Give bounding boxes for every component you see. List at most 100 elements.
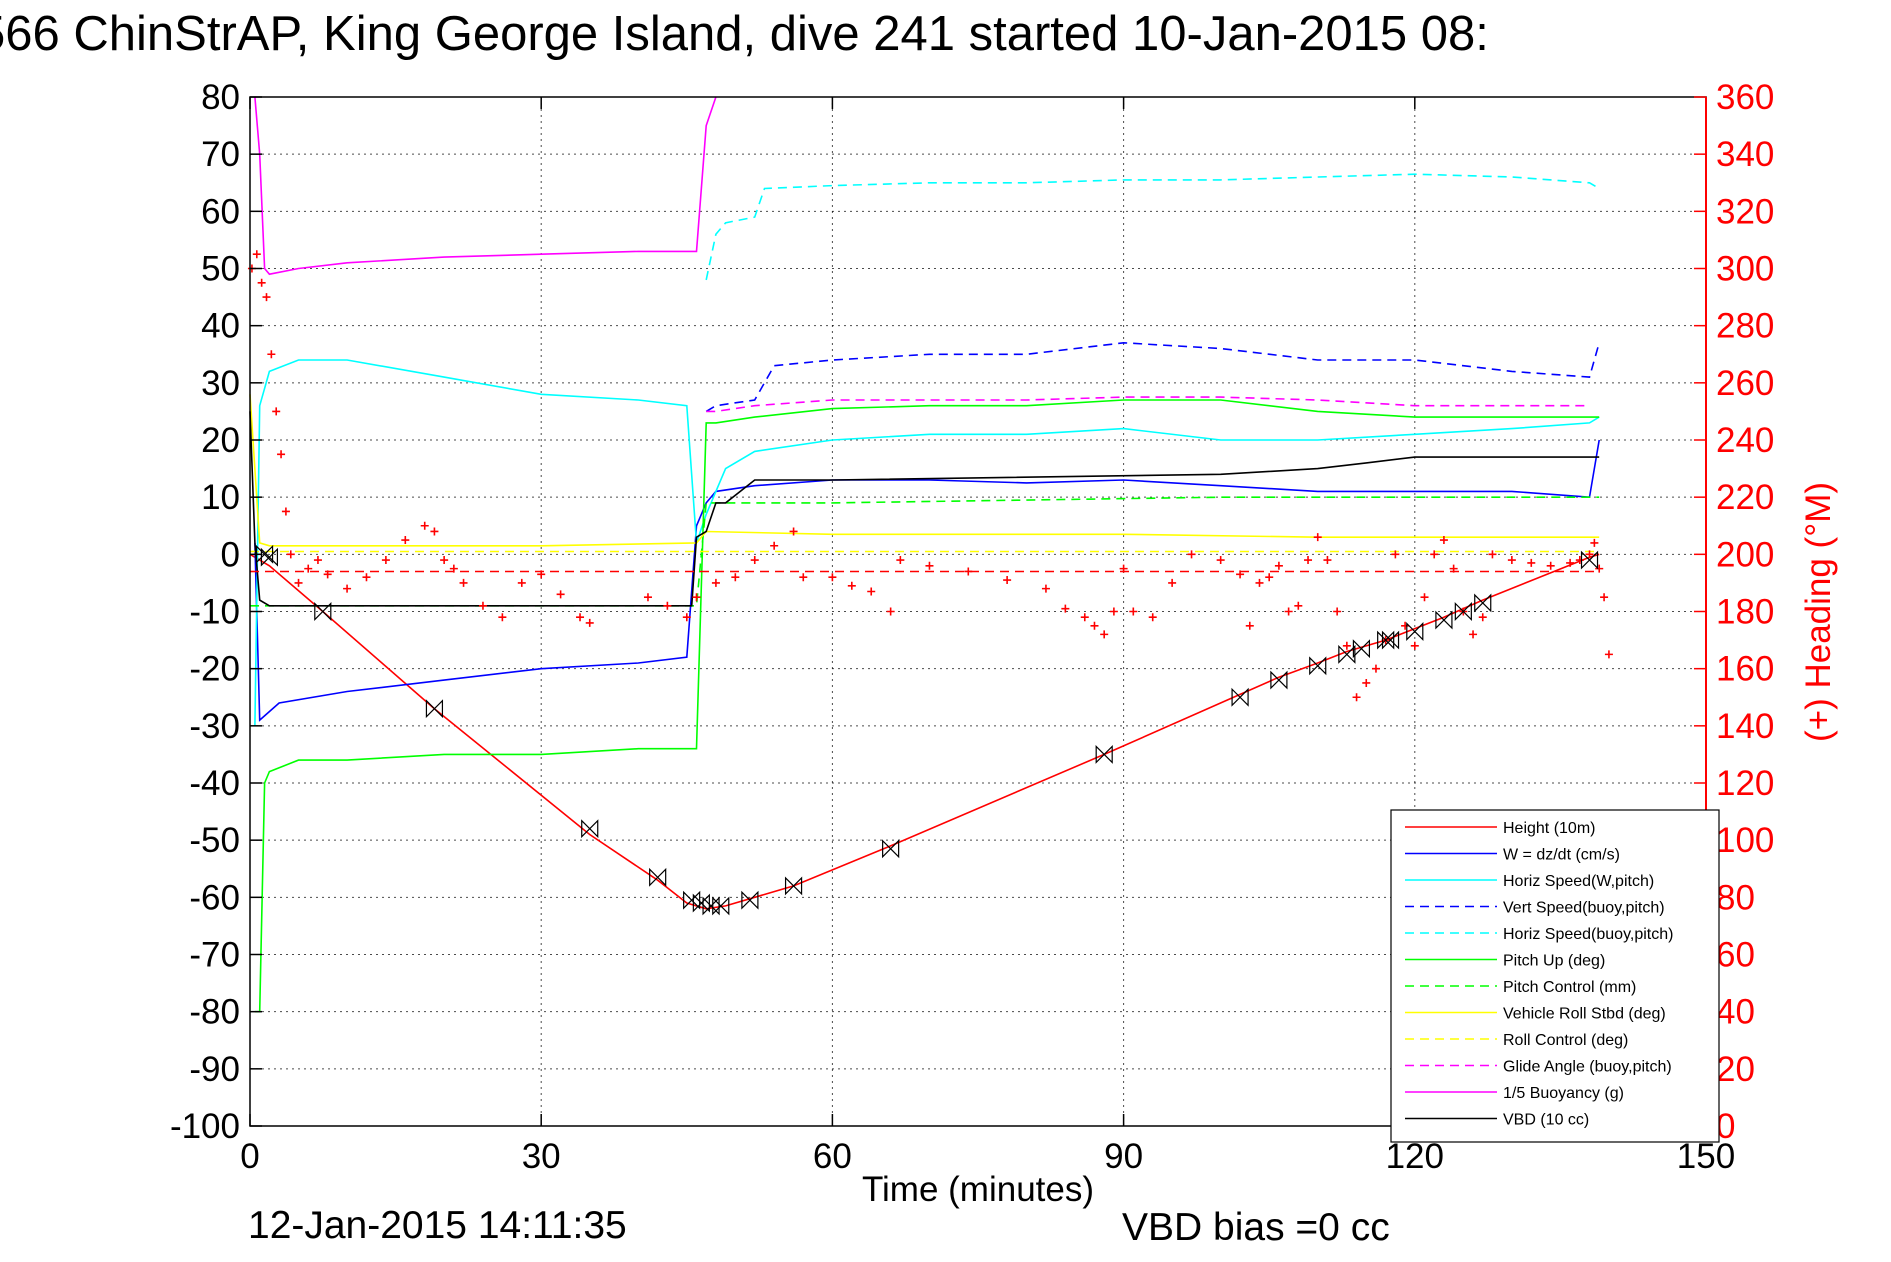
heading-point xyxy=(770,541,779,550)
legend-item-label: VBD (10 cc) xyxy=(1503,1112,1589,1129)
dive-marker xyxy=(314,602,332,621)
right-y-tick-label: 240 xyxy=(1716,421,1774,460)
heading-point xyxy=(1449,564,1458,573)
heading-point xyxy=(692,593,701,602)
series-1-5-buoyancy-g xyxy=(254,96,717,276)
heading-point xyxy=(663,601,672,610)
right-y-tick-label: 280 xyxy=(1716,307,1774,346)
dive-marker xyxy=(1474,593,1492,613)
heading-point xyxy=(1420,593,1429,602)
heading-point xyxy=(257,278,266,287)
y-tick-label: 70 xyxy=(201,135,240,174)
legend-box xyxy=(1390,809,1720,1143)
heading-point xyxy=(1080,613,1089,622)
heading-point xyxy=(401,536,410,545)
heading-point xyxy=(1294,601,1303,610)
heading-point xyxy=(1236,570,1245,579)
heading-point xyxy=(313,556,322,565)
y-tick-label: 50 xyxy=(201,250,240,289)
heading-point xyxy=(828,573,837,582)
heading-point xyxy=(1061,604,1070,613)
x-tick-label: 0 xyxy=(240,1137,259,1176)
y-tick-label: -10 xyxy=(189,593,240,632)
right-y-tick-label: 260 xyxy=(1716,364,1774,403)
heading-point xyxy=(682,613,691,622)
legend: Height (10m) W = dz/dt (cm/s) Horiz Speed(… xyxy=(1390,809,1720,1143)
heading-point xyxy=(585,618,594,627)
dive-marker xyxy=(784,876,803,896)
legend-item-label: Pitch Up (deg) xyxy=(1503,953,1605,970)
right-y-tick-label: 220 xyxy=(1716,478,1774,517)
heading-point xyxy=(498,613,507,622)
dive-marker xyxy=(581,819,599,839)
legend-item-label: W = dz/dt (cm/s) xyxy=(1503,847,1620,864)
heading-point xyxy=(1604,650,1613,659)
right-y-tick-label: 0 xyxy=(1716,1107,1735,1146)
dive-marker xyxy=(692,893,710,913)
legend-item-label: Vert Speed(buoy,pitch) xyxy=(1503,900,1665,917)
y-tick-label: -30 xyxy=(189,707,240,746)
heading-point xyxy=(449,564,458,573)
series-horiz-speed-w-pitch xyxy=(254,359,1600,726)
heading-point xyxy=(643,593,652,602)
heading-point xyxy=(867,587,876,596)
dive-marker xyxy=(1270,670,1288,690)
heading-point xyxy=(1527,558,1536,567)
heading-point xyxy=(1478,613,1487,622)
y-tick-label: -20 xyxy=(189,650,240,689)
heading-point xyxy=(1590,538,1599,547)
heading-point xyxy=(1274,561,1283,570)
heading-point xyxy=(1255,578,1264,587)
heading-point xyxy=(381,556,390,565)
heading-point xyxy=(1265,573,1274,582)
dive-marker xyxy=(255,544,274,564)
heading-point xyxy=(1187,550,1196,559)
heading-point xyxy=(1342,641,1351,650)
dive-marker xyxy=(260,547,279,567)
y-tick-label: -50 xyxy=(189,821,240,860)
right-y-tick-label: 20 xyxy=(1716,1050,1755,1089)
heading-point xyxy=(1168,578,1177,587)
dive-marker xyxy=(1580,550,1599,570)
dive-marker xyxy=(712,896,730,916)
heading-point xyxy=(1401,621,1410,630)
heading-point xyxy=(1391,550,1400,559)
y-tick-label: -60 xyxy=(189,878,240,917)
dive-marker xyxy=(702,896,720,916)
dive-marker xyxy=(425,699,444,719)
series-height-10m xyxy=(249,553,1600,910)
y-tick-label: -70 xyxy=(189,936,240,975)
dive-marker xyxy=(649,867,667,887)
right-y-tick-label: 160 xyxy=(1716,650,1774,689)
right-y-tick-label: 180 xyxy=(1716,593,1774,632)
heading-point xyxy=(964,567,973,576)
series-pitch-up-deg xyxy=(254,399,1600,1013)
x-tick-label: 150 xyxy=(1677,1137,1735,1176)
heading-point xyxy=(1600,593,1609,602)
series-glide-angle-buoy-pitch xyxy=(706,396,1590,413)
right-y-tick-label: 120 xyxy=(1716,764,1774,803)
heading-point xyxy=(896,556,905,565)
heading-point xyxy=(1507,556,1516,565)
heading-point xyxy=(262,293,271,302)
heading-point xyxy=(294,578,303,587)
heading-point xyxy=(1313,533,1322,542)
dive-marker xyxy=(882,839,900,859)
heading-point xyxy=(420,521,429,530)
dive-marker xyxy=(1338,644,1356,664)
series-vert-speed-buoy-pitch xyxy=(705,341,1600,413)
dive-marker xyxy=(1454,602,1472,621)
right-y-tick-label: 320 xyxy=(1716,192,1774,231)
heading-point xyxy=(272,407,281,416)
y-tick-label: -80 xyxy=(189,993,240,1032)
heading-point xyxy=(1216,556,1225,565)
heading-point xyxy=(517,578,526,587)
right-y-tick-label: 40 xyxy=(1716,993,1755,1032)
heading-point xyxy=(1090,621,1099,630)
heading-point xyxy=(1595,564,1604,573)
heading-point xyxy=(1041,584,1050,593)
y-tick-label: 20 xyxy=(201,421,240,460)
heading-point xyxy=(1469,630,1478,639)
series-w-dz-dt-cm-s xyxy=(254,439,1600,722)
